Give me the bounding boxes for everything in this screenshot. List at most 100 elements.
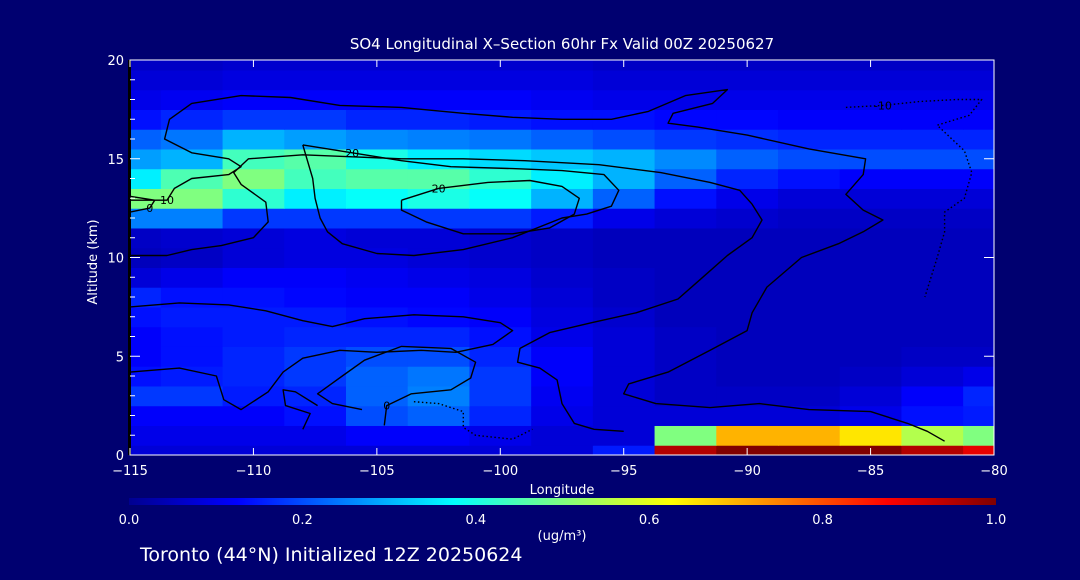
heatmap-cell bbox=[778, 109, 841, 130]
heatmap-cell bbox=[160, 385, 224, 407]
heatmap-cell bbox=[963, 385, 994, 407]
heatmap-cell bbox=[654, 129, 717, 150]
heatmap-cell bbox=[778, 306, 841, 328]
heatmap-cell bbox=[284, 267, 347, 288]
heatmap-cell bbox=[778, 227, 841, 249]
heatmap-cell bbox=[407, 60, 471, 71]
colorbar-tick-label: 0.4 bbox=[465, 513, 486, 528]
heatmap-cell bbox=[654, 247, 717, 268]
heatmap-cell bbox=[130, 445, 162, 455]
x-tick-label: −105 bbox=[359, 464, 395, 479]
contour-label: -10 bbox=[874, 99, 892, 112]
heatmap-cell bbox=[160, 445, 224, 455]
contour-line bbox=[130, 195, 156, 213]
heatmap-cell bbox=[839, 208, 903, 229]
heatmap-cell bbox=[654, 287, 717, 308]
heatmap-cell bbox=[130, 405, 162, 426]
y-axis-label: Altitude (km) bbox=[86, 219, 101, 304]
heatmap-cell bbox=[963, 445, 994, 455]
contour-line bbox=[413, 401, 533, 440]
heatmap-cell bbox=[346, 89, 409, 110]
heatmap-cell bbox=[284, 109, 347, 130]
y-tick-label: 0 bbox=[116, 449, 124, 464]
heatmap-cell bbox=[778, 425, 841, 446]
heatmap-cell bbox=[222, 188, 285, 209]
heatmap-cell bbox=[160, 287, 224, 308]
heatmap-cell bbox=[130, 385, 162, 407]
heatmap-cell bbox=[407, 287, 471, 308]
heatmap-cell bbox=[284, 129, 347, 150]
heatmap-cell bbox=[654, 69, 717, 91]
heatmap-cell bbox=[963, 69, 994, 91]
heatmap-cell bbox=[284, 445, 347, 455]
heatmap-cell bbox=[963, 346, 994, 367]
colorbar-tick-label: 0.2 bbox=[292, 513, 313, 528]
heatmap-cell bbox=[130, 306, 162, 328]
heatmap-cell bbox=[778, 287, 841, 308]
heatmap-cell bbox=[531, 129, 594, 150]
heatmap-cell bbox=[901, 247, 964, 268]
heatmap-cell bbox=[346, 346, 409, 367]
heatmap-cell bbox=[346, 287, 409, 308]
heatmap-cell bbox=[531, 385, 594, 407]
colorbar-tick-label: 0.6 bbox=[639, 513, 660, 528]
heatmap-cell bbox=[531, 188, 594, 209]
heatmap-cell bbox=[469, 346, 532, 367]
heatmap-cell bbox=[839, 425, 903, 446]
heatmap-cell bbox=[963, 366, 994, 387]
heatmap-cell bbox=[284, 60, 347, 71]
heatmap-cell bbox=[778, 346, 841, 367]
heatmap-cell bbox=[778, 326, 841, 347]
heatmap-cell bbox=[531, 148, 594, 170]
heatmap-cell bbox=[531, 366, 594, 387]
heatmap-cell bbox=[592, 267, 656, 288]
heatmap-cell bbox=[592, 405, 656, 426]
heatmap-cell bbox=[901, 227, 964, 249]
heatmap-cell bbox=[407, 267, 471, 288]
heatmap-cell bbox=[592, 247, 656, 268]
heatmap-cell bbox=[839, 287, 903, 308]
heatmap-cell bbox=[346, 69, 409, 91]
heatmap-cell bbox=[963, 287, 994, 308]
contour-label-layer: 10 20 20 0 0 -10 bbox=[146, 99, 892, 412]
heatmap-cell bbox=[130, 346, 162, 367]
heatmap-cell bbox=[407, 346, 471, 367]
heatmap-cell bbox=[469, 247, 532, 268]
heatmap-cell bbox=[130, 287, 162, 308]
heatmap-cell bbox=[901, 326, 964, 347]
heatmap-cell bbox=[778, 129, 841, 150]
heatmap-cell bbox=[160, 247, 224, 268]
x-tick-label: −115 bbox=[112, 464, 148, 479]
heatmap-cell bbox=[592, 366, 656, 387]
heatmap-cell bbox=[160, 129, 224, 150]
colorbar-tick-label: 0.0 bbox=[119, 513, 140, 528]
heatmap-cell bbox=[222, 366, 285, 387]
heatmap-cell bbox=[654, 208, 717, 229]
heatmap-cell bbox=[531, 60, 594, 71]
heatmap-cell bbox=[654, 148, 717, 170]
heatmap-cell bbox=[901, 69, 964, 91]
heatmap-cell bbox=[716, 227, 779, 249]
heatmap-cell bbox=[222, 287, 285, 308]
heatmap-cell bbox=[839, 366, 903, 387]
heatmap-cell bbox=[901, 385, 964, 407]
contour-label: 0 bbox=[146, 202, 153, 215]
heatmap-cell bbox=[716, 366, 779, 387]
x-tick-label: −85 bbox=[857, 464, 884, 479]
chart-title: SO4 Longitudinal X–Section 60hr Fx Valid… bbox=[350, 35, 774, 53]
x-tick-label: −80 bbox=[980, 464, 1007, 479]
heatmap-cell bbox=[222, 346, 285, 367]
y-tick-label: 10 bbox=[107, 252, 124, 267]
heatmap-cell bbox=[346, 385, 409, 407]
contour-label: 20 bbox=[345, 147, 359, 160]
heatmap-cell bbox=[654, 445, 717, 455]
heatmap-cell bbox=[778, 188, 841, 209]
heatmap-cell bbox=[130, 425, 162, 446]
heatmap-cell bbox=[716, 69, 779, 91]
contour-line bbox=[845, 98, 983, 298]
heatmap-cell bbox=[778, 445, 841, 455]
heatmap-cell bbox=[469, 129, 532, 150]
heatmap-cell bbox=[160, 89, 224, 110]
heatmap-cell bbox=[654, 366, 717, 387]
heatmap-cell bbox=[469, 425, 532, 446]
